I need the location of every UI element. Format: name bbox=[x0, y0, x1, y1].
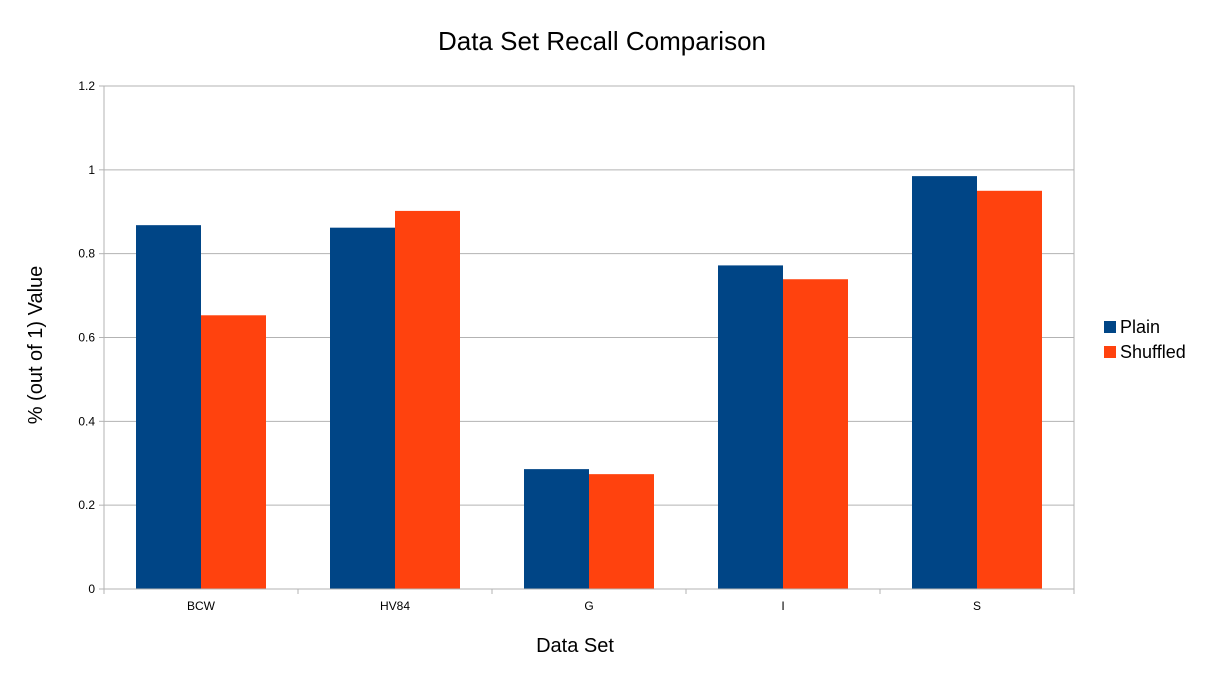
bar-shuffled-hv84 bbox=[395, 210, 460, 589]
legend-label-plain: Plain bbox=[1120, 317, 1160, 337]
y-tick-label: 1.2 bbox=[78, 79, 95, 93]
y-tick-label: 0 bbox=[88, 582, 95, 596]
bar-shuffled-bcw bbox=[201, 315, 266, 589]
bar-plain-bcw bbox=[136, 225, 201, 589]
bar-shuffled-s bbox=[977, 190, 1042, 589]
legend-label-shuffled: Shuffled bbox=[1120, 342, 1186, 362]
x-axis-title: Data Set bbox=[536, 635, 614, 657]
legend: Plain Shuffled bbox=[1104, 317, 1186, 362]
y-axis-ticks: 0 0.2 0.4 0.6 0.8 1 1.2 bbox=[78, 79, 104, 596]
bar-plain-s bbox=[912, 176, 977, 589]
y-tick-label: 0.6 bbox=[78, 331, 95, 345]
legend-swatch-shuffled bbox=[1104, 346, 1116, 358]
x-tick-label: BCW bbox=[187, 599, 216, 613]
x-tick-label: I bbox=[781, 599, 784, 613]
bar-plain-hv84 bbox=[330, 227, 395, 589]
y-tick-label: 0.4 bbox=[78, 414, 95, 428]
legend-swatch-plain bbox=[1104, 321, 1116, 333]
x-tick-label: G bbox=[584, 599, 593, 613]
y-tick-label: 0.2 bbox=[78, 498, 95, 512]
y-tick-label: 0.8 bbox=[78, 247, 95, 261]
bar-shuffled-g bbox=[589, 474, 654, 589]
bar-plain-g bbox=[524, 469, 589, 589]
chart-title: Data Set Recall Comparison bbox=[438, 26, 766, 56]
y-tick-label: 1 bbox=[88, 163, 95, 177]
x-tick-label: S bbox=[973, 599, 981, 613]
y-axis-title: % (out of 1) Value bbox=[25, 266, 47, 425]
bar-plain-i bbox=[718, 265, 783, 589]
x-axis-ticks: BCW HV84 G I S bbox=[103, 589, 1075, 613]
x-tick-label: HV84 bbox=[380, 599, 410, 613]
bars bbox=[136, 176, 1042, 589]
bar-shuffled-i bbox=[783, 279, 848, 589]
